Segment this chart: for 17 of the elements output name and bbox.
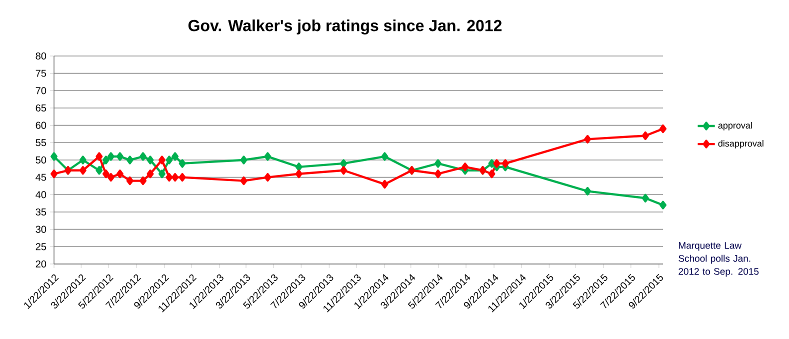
y-tick-label: 20 bbox=[36, 260, 46, 268]
y-tick-label: 60 bbox=[36, 122, 46, 129]
y-tick-label: 30 bbox=[36, 226, 46, 233]
y-tick-label: 75 bbox=[36, 70, 46, 77]
chart-title: Gov. Walker's job ratings since Jan. 2012 bbox=[188, 20, 502, 34]
y-tick-label: 65 bbox=[36, 104, 46, 112]
y-tick-label: 70 bbox=[36, 87, 46, 94]
y-tick-label: 50 bbox=[36, 156, 46, 164]
legend-label: disapproval bbox=[718, 140, 764, 148]
y-tick-label: 45 bbox=[36, 174, 46, 181]
y-tick-label: 40 bbox=[36, 191, 46, 198]
y-tick-label: 80 bbox=[36, 52, 46, 60]
y-tick-label: 55 bbox=[36, 139, 46, 146]
y-tick-label: 25 bbox=[36, 243, 46, 250]
legend-label: approval bbox=[718, 122, 752, 130]
text: Marquette Law School polls Jan. 2012 to Sep. 2015 bbox=[678, 242, 759, 277]
y-tick-label: 35 bbox=[36, 208, 46, 216]
